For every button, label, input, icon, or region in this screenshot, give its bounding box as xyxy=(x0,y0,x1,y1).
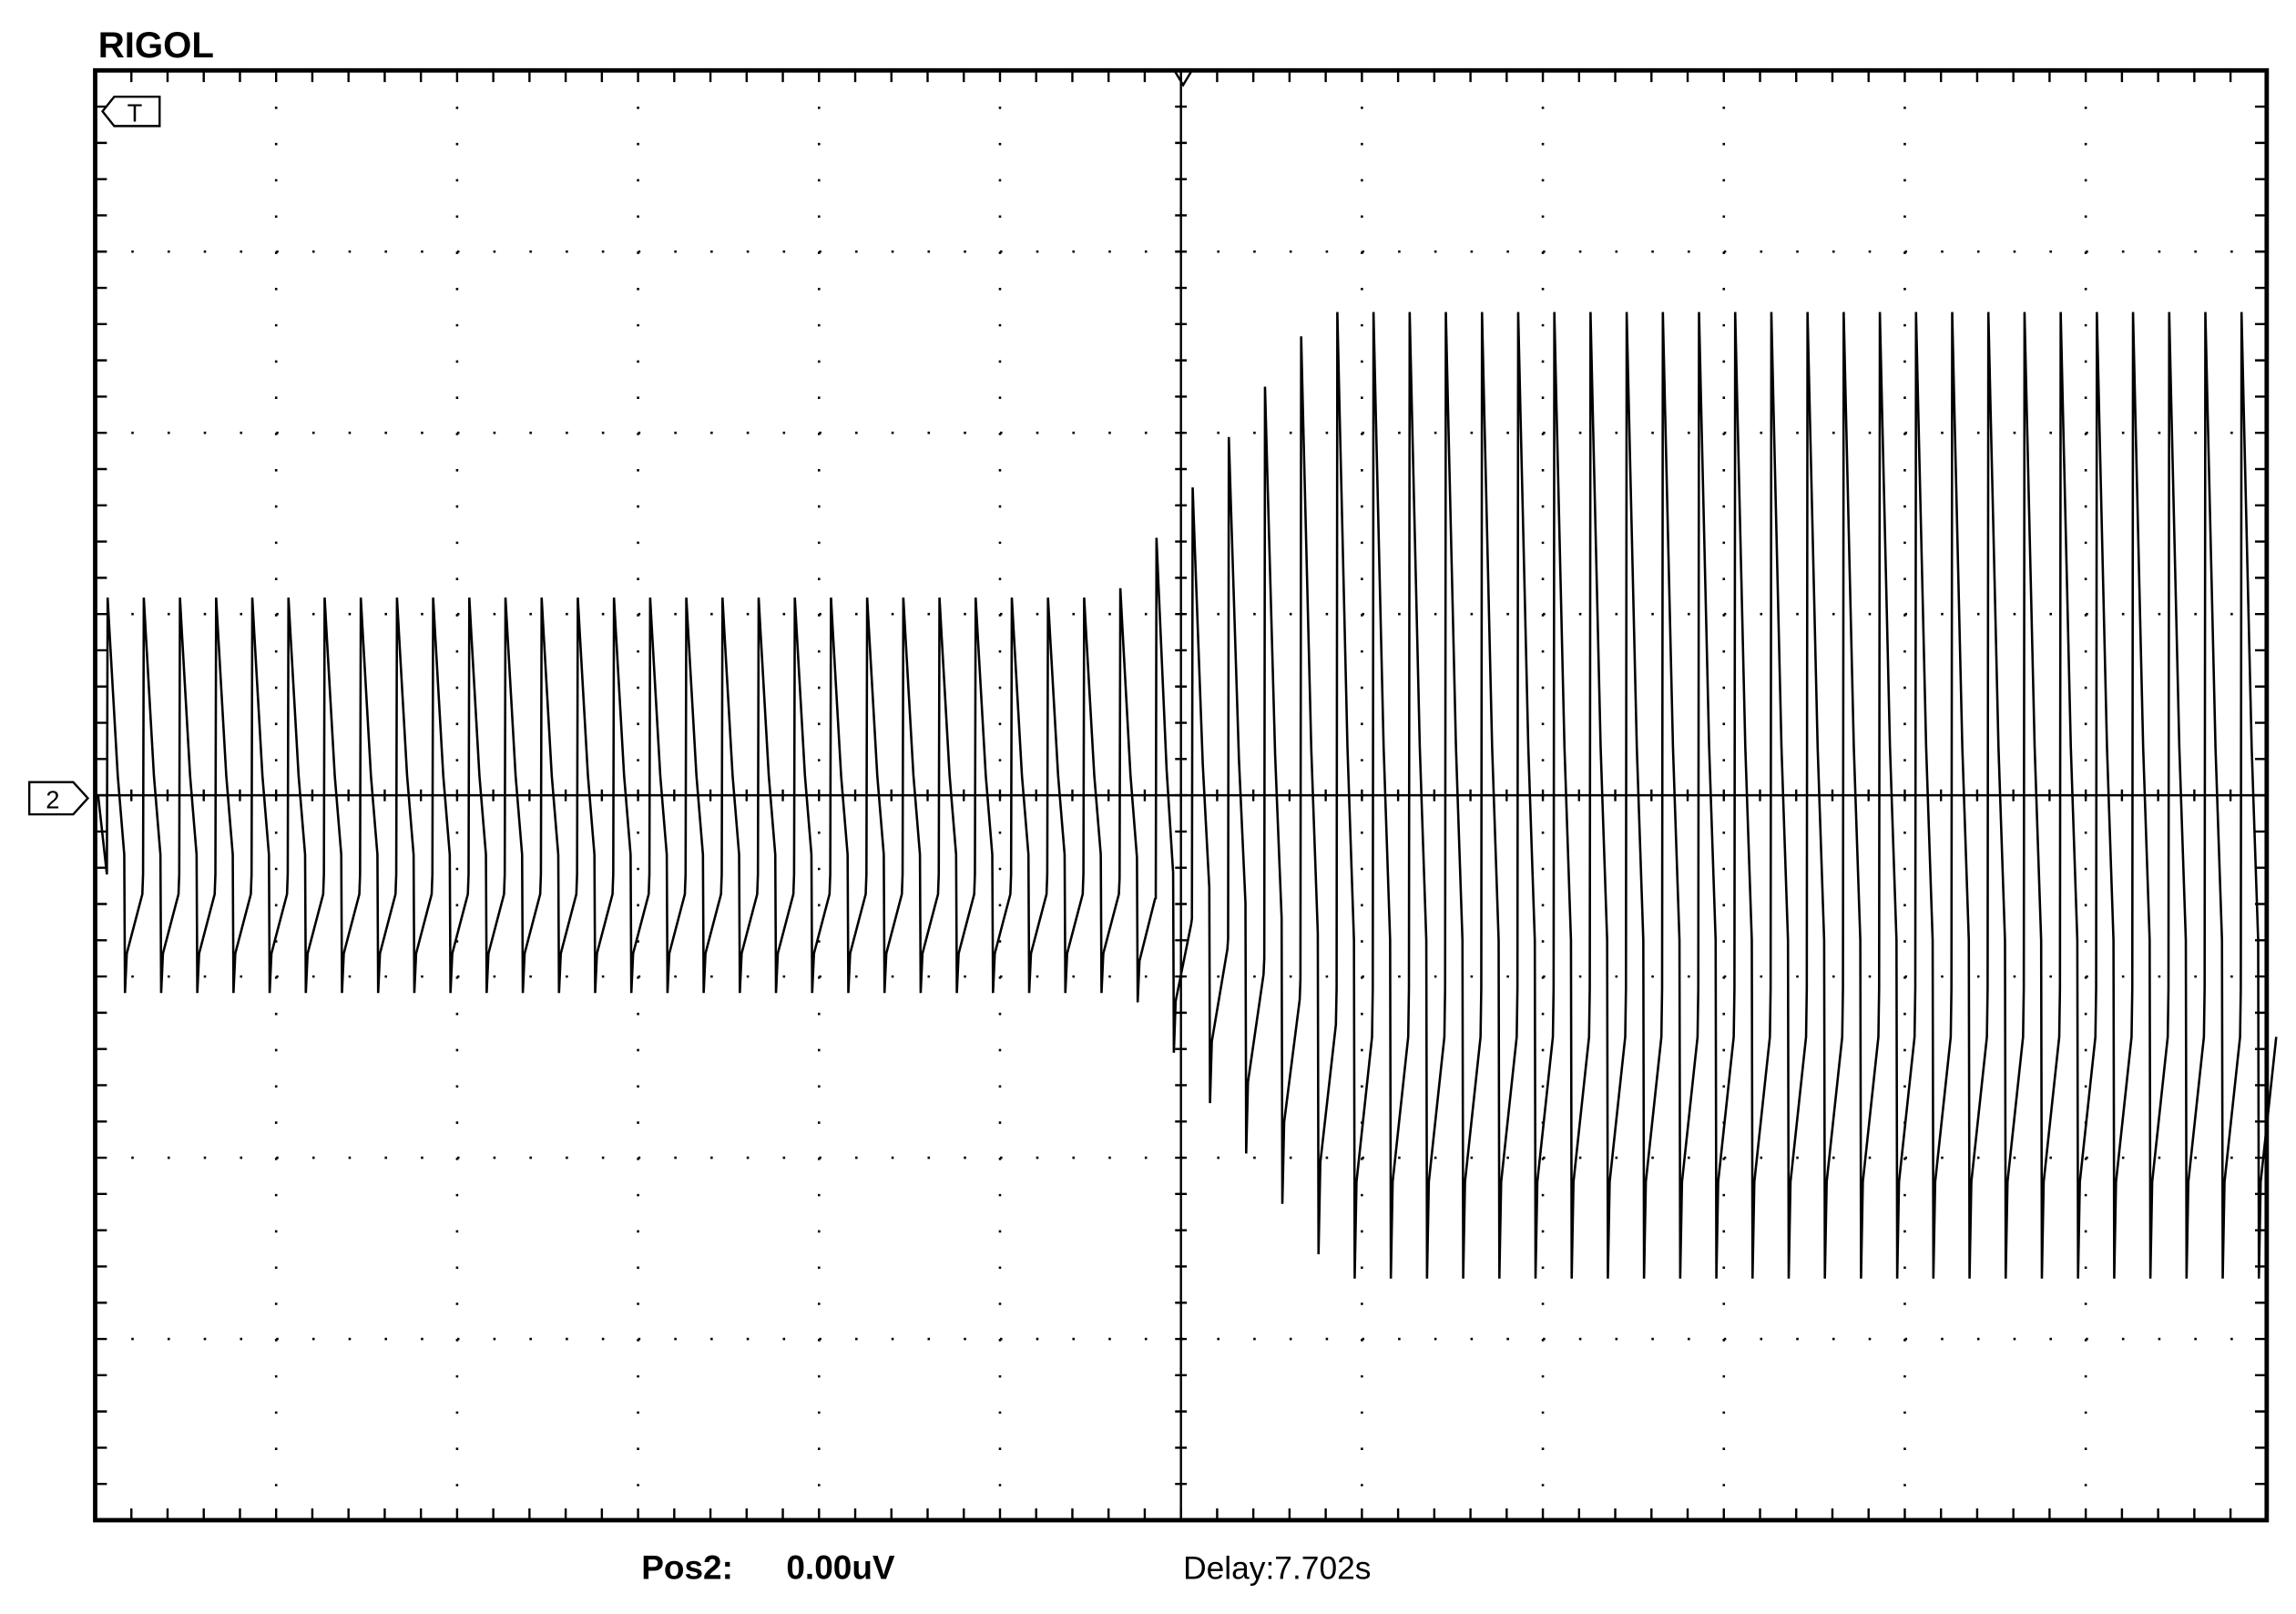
marker-box xyxy=(101,96,161,128)
grid xyxy=(95,70,2267,1520)
position-label: Pos2: xyxy=(641,1548,733,1586)
channel-marker-label: 2 xyxy=(46,786,59,814)
marker-box xyxy=(27,781,90,816)
brand: RIGOL xyxy=(98,25,214,66)
channel-marker: 2 xyxy=(27,781,90,816)
trigger-marker-label: T xyxy=(128,99,143,128)
trigger-position-marker xyxy=(1172,69,1194,87)
tick-marks xyxy=(95,70,2267,1520)
waveform xyxy=(97,312,2278,1279)
trigger-level-marker: T xyxy=(101,96,161,128)
position-value: 0.00uV xyxy=(786,1548,895,1586)
delay-readout: Delay:7.702s xyxy=(1183,1550,1371,1586)
